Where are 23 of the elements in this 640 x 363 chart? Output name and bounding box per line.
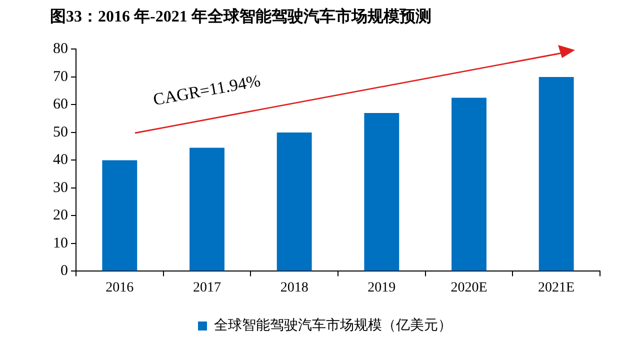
x-tick-label: 2016 — [106, 280, 134, 296]
x-tick-label: 2019 — [368, 280, 396, 296]
y-tick-label: 50 — [53, 124, 68, 140]
y-tick-label: 70 — [53, 68, 68, 85]
x-tick-label: 2018 — [280, 280, 308, 296]
bar — [102, 160, 138, 271]
legend-label: 全球智能驾驶汽车市场规模（亿美元） — [214, 318, 452, 334]
bar — [276, 132, 312, 271]
y-tick-label: 40 — [53, 152, 68, 168]
y-tick-label: 30 — [53, 180, 68, 196]
y-tick-label: 0 — [60, 263, 68, 280]
y-tick-label: 80 — [53, 41, 68, 58]
x-tick-label: 2020E — [450, 280, 488, 296]
bar — [452, 98, 486, 271]
y-tick-label: 60 — [53, 96, 68, 113]
bar — [538, 76, 574, 271]
chart-title: 图33：2016 年-2021 年全球智能驾驶汽车市场规模预测 — [50, 8, 432, 26]
x-tick-label: 2021E — [538, 280, 575, 296]
y-tick-label: 20 — [53, 208, 68, 224]
bar — [190, 148, 224, 271]
y-tick-label: 10 — [53, 235, 68, 252]
x-tick-label: 2017 — [193, 280, 221, 296]
bar — [364, 113, 400, 271]
